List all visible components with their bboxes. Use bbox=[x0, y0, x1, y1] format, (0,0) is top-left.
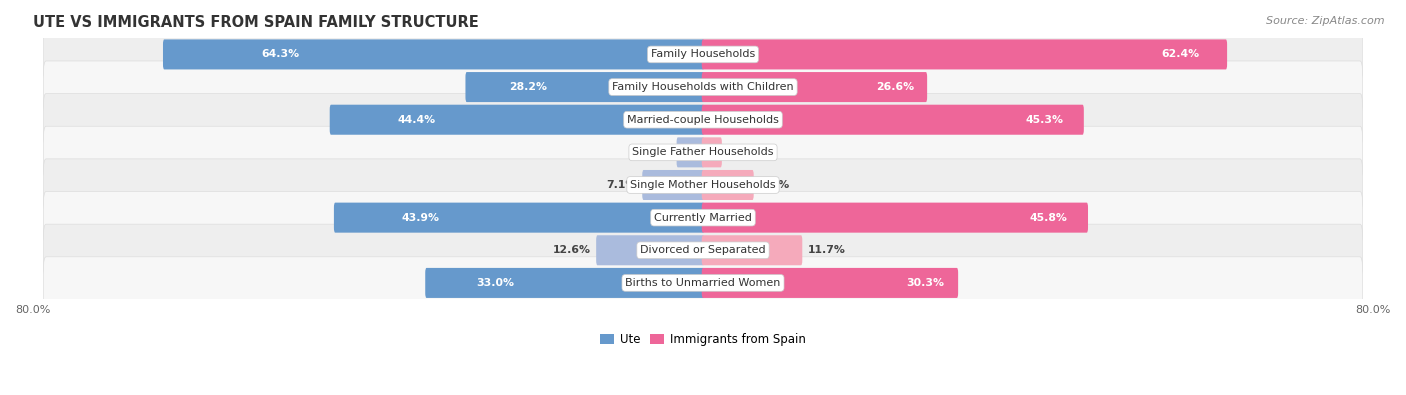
FancyBboxPatch shape bbox=[44, 94, 1362, 146]
Text: 45.3%: 45.3% bbox=[1025, 115, 1063, 125]
Text: 7.1%: 7.1% bbox=[606, 180, 637, 190]
FancyBboxPatch shape bbox=[465, 72, 704, 102]
Text: Family Households: Family Households bbox=[651, 49, 755, 59]
Text: 5.9%: 5.9% bbox=[759, 180, 789, 190]
FancyBboxPatch shape bbox=[702, 40, 1227, 70]
Text: 2.1%: 2.1% bbox=[727, 147, 758, 157]
FancyBboxPatch shape bbox=[44, 257, 1362, 309]
Text: 33.0%: 33.0% bbox=[477, 278, 515, 288]
Legend: Ute, Immigrants from Spain: Ute, Immigrants from Spain bbox=[595, 328, 811, 351]
FancyBboxPatch shape bbox=[702, 235, 803, 265]
Text: 11.7%: 11.7% bbox=[807, 245, 845, 255]
Text: Source: ZipAtlas.com: Source: ZipAtlas.com bbox=[1267, 16, 1385, 26]
FancyBboxPatch shape bbox=[702, 203, 1088, 233]
FancyBboxPatch shape bbox=[44, 192, 1362, 244]
Text: Family Households with Children: Family Households with Children bbox=[612, 82, 794, 92]
FancyBboxPatch shape bbox=[676, 137, 704, 167]
Text: Single Father Households: Single Father Households bbox=[633, 147, 773, 157]
FancyBboxPatch shape bbox=[596, 235, 704, 265]
FancyBboxPatch shape bbox=[44, 159, 1362, 211]
Text: UTE VS IMMIGRANTS FROM SPAIN FAMILY STRUCTURE: UTE VS IMMIGRANTS FROM SPAIN FAMILY STRU… bbox=[32, 15, 478, 30]
Text: 28.2%: 28.2% bbox=[509, 82, 547, 92]
FancyBboxPatch shape bbox=[44, 28, 1362, 81]
Text: 12.6%: 12.6% bbox=[553, 245, 591, 255]
Text: Single Mother Households: Single Mother Households bbox=[630, 180, 776, 190]
Text: 3.0%: 3.0% bbox=[641, 147, 671, 157]
Text: 45.8%: 45.8% bbox=[1029, 213, 1067, 223]
FancyBboxPatch shape bbox=[702, 72, 927, 102]
FancyBboxPatch shape bbox=[333, 203, 704, 233]
Text: 62.4%: 62.4% bbox=[1161, 49, 1199, 59]
FancyBboxPatch shape bbox=[44, 224, 1362, 276]
FancyBboxPatch shape bbox=[163, 40, 704, 70]
Text: 26.6%: 26.6% bbox=[876, 82, 915, 92]
FancyBboxPatch shape bbox=[702, 170, 754, 200]
FancyBboxPatch shape bbox=[425, 268, 704, 298]
Text: 43.9%: 43.9% bbox=[401, 213, 440, 223]
FancyBboxPatch shape bbox=[702, 137, 721, 167]
Text: Currently Married: Currently Married bbox=[654, 213, 752, 223]
FancyBboxPatch shape bbox=[44, 61, 1362, 113]
FancyBboxPatch shape bbox=[330, 105, 704, 135]
FancyBboxPatch shape bbox=[702, 105, 1084, 135]
Text: Divorced or Separated: Divorced or Separated bbox=[640, 245, 766, 255]
Text: 64.3%: 64.3% bbox=[262, 49, 299, 59]
FancyBboxPatch shape bbox=[702, 268, 957, 298]
Text: 44.4%: 44.4% bbox=[398, 115, 436, 125]
FancyBboxPatch shape bbox=[44, 126, 1362, 179]
FancyBboxPatch shape bbox=[643, 170, 704, 200]
Text: 30.3%: 30.3% bbox=[907, 278, 945, 288]
Text: Married-couple Households: Married-couple Households bbox=[627, 115, 779, 125]
Text: Births to Unmarried Women: Births to Unmarried Women bbox=[626, 278, 780, 288]
